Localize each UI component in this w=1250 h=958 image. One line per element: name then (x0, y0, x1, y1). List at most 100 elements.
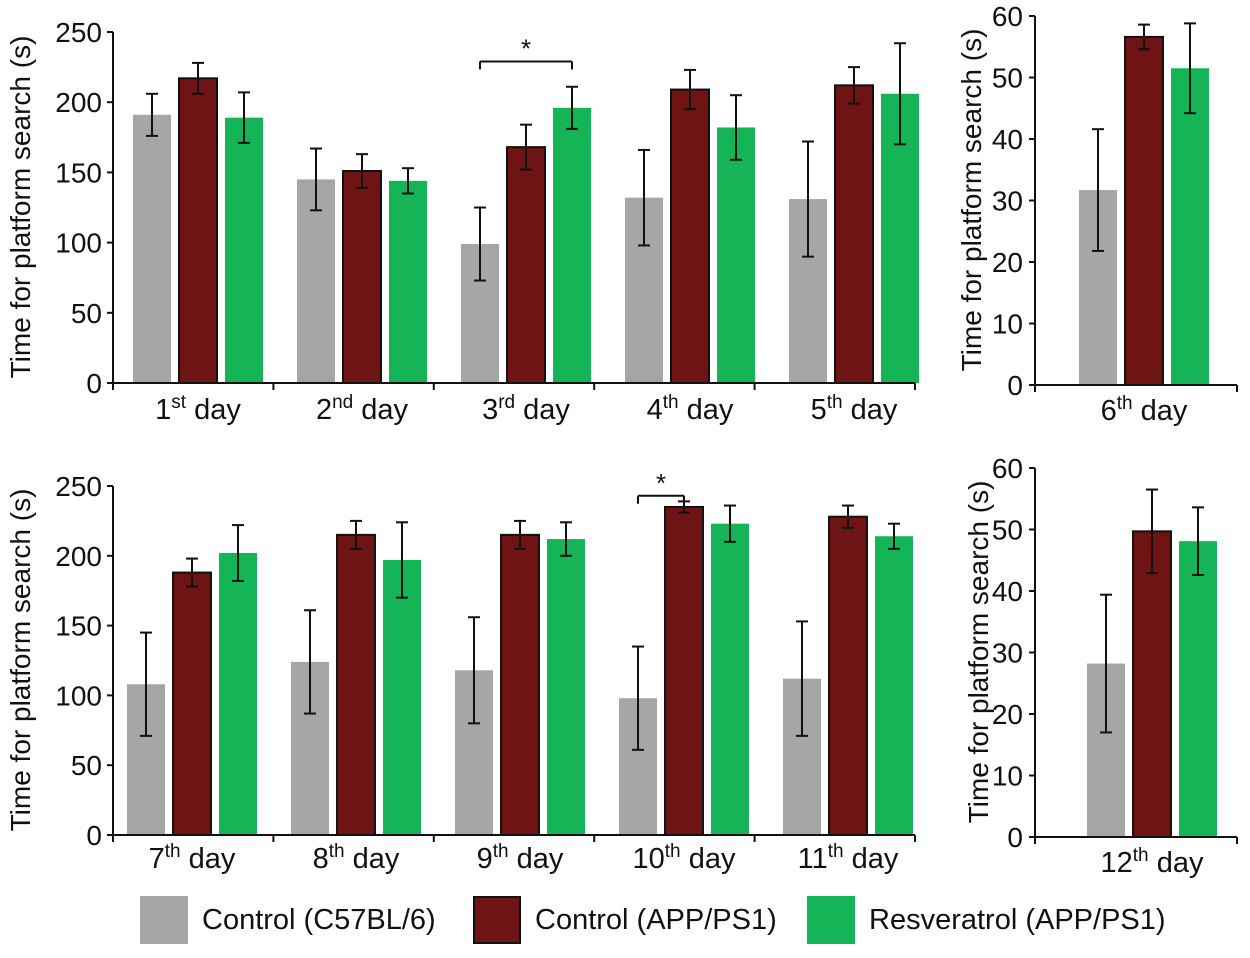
error-bar-c57-1-3 (474, 206, 486, 282)
bar-app-3-4 (664, 505, 704, 836)
y-tick-label-1-2: 100 (55, 228, 102, 259)
error-bar-app-1-5 (848, 66, 860, 105)
error-bar-c57-1-5 (802, 140, 814, 258)
y-tick-label-4-0: 0 (1007, 822, 1023, 853)
error-bar-app-3-1 (186, 557, 198, 588)
bar-res-3-4 (711, 523, 749, 835)
bar-app-1-5 (834, 84, 874, 385)
bar-app-1-4 (670, 88, 710, 385)
significance-star-3-0: * (656, 468, 666, 498)
x-tick-label-1-1: 1st day (155, 392, 241, 426)
x-tick-label-1-5: 5th day (811, 392, 898, 426)
x-tick-label-3-5: 11th day (798, 841, 899, 875)
error-bar-c57-2-1 (1092, 128, 1104, 252)
legend-item-resveratrol-app-ps1: Resveratrol (APP/PS1) (807, 896, 1166, 944)
y-axis-label-4: Time for platform search (s) (963, 481, 994, 824)
y-tick-label-1-3: 150 (55, 157, 102, 188)
error-bar-res-3-5 (888, 522, 900, 550)
y-tick-label-4-2: 20 (992, 699, 1023, 730)
y-axis-label-2: Time for platform search (s) (956, 29, 987, 372)
error-bar-res-1-3 (566, 85, 578, 130)
y-tick-label-3-3: 150 (55, 611, 102, 642)
x-tick-label-1-3: 3rd day (482, 392, 570, 426)
bar-app-3-1 (172, 571, 212, 836)
bar-app-2-1 (1124, 35, 1164, 386)
error-bar-res-3-3 (560, 521, 572, 557)
bar-c57-1-1 (133, 114, 171, 383)
bar-res-1-2 (389, 180, 427, 383)
bar-res-1-4 (717, 127, 755, 383)
bar-c57-1-2 (297, 179, 335, 383)
error-bar-app-3-5 (842, 504, 854, 529)
error-bar-res-1-1 (238, 91, 250, 144)
bar-res-1-3 (553, 107, 591, 383)
error-bar-app-1-3 (520, 123, 532, 171)
error-bar-app-2-1 (1138, 23, 1150, 51)
y-tick-label-3-5: 250 (55, 471, 102, 502)
error-bar-app-1-1 (192, 61, 204, 95)
significance-star-1-0: * (521, 33, 531, 63)
x-tick-label-3-1: 7th day (149, 841, 236, 875)
bar-res-3-2 (383, 559, 421, 835)
legend-label-control-app-ps1: Control (APP/PS1) (535, 903, 777, 936)
legend-swatch-resveratrol-app-ps1 (807, 896, 855, 944)
x-tick-label-3-4: 10th day (633, 841, 736, 875)
error-bar-res-1-2 (402, 167, 414, 195)
x-tick-label-3-3: 9th day (477, 841, 564, 875)
y-tick-label-1-1: 50 (71, 298, 102, 329)
legend-label-resveratrol-app-ps1: Resveratrol (APP/PS1) (869, 903, 1166, 936)
y-tick-label-2-0: 0 (1007, 370, 1023, 401)
y-tick-label-4-5: 50 (992, 515, 1023, 546)
bar-app-4-1 (1132, 530, 1172, 838)
bar-app-3-5 (828, 515, 868, 836)
legend-swatch-control-c57bl6 (140, 896, 188, 944)
y-tick-label-3-4: 200 (55, 541, 102, 572)
significance-bracket-1-0 (479, 60, 573, 70)
y-axis-label-3: Time for platform search (s) (5, 489, 36, 832)
bar-res-4-1 (1179, 541, 1217, 837)
y-tick-label-4-4: 40 (992, 576, 1023, 607)
y-tick-label-4-1: 10 (992, 761, 1023, 792)
error-bar-c57-3-1 (140, 631, 152, 737)
error-bar-app-3-3 (514, 519, 526, 550)
bar-res-3-5 (875, 536, 913, 835)
significance-bracket-3-0 (637, 494, 685, 504)
y-tick-label-3-1: 50 (71, 750, 102, 781)
bar-res-3-1 (219, 553, 257, 835)
y-tick-label-2-4: 40 (992, 124, 1023, 155)
bar-app-1-1 (178, 77, 218, 384)
y-tick-label-2-3: 30 (992, 186, 1023, 217)
panel-1: 1st day 2nd day 3rd day 4th day 5th day 0 50 10… (5, 17, 919, 426)
x-tick-label-2-1: 6th day (1101, 393, 1188, 427)
y-axis-label-1: Time for platform search (s) (5, 36, 36, 379)
error-bar-c57-3-3 (468, 616, 480, 725)
error-bar-res-3-4 (724, 504, 736, 543)
legend-item-control-c57bl6: Control (C57BL/6) (140, 896, 436, 944)
y-tick-label-1-4: 200 (55, 87, 102, 118)
x-tick-label-1-4: 4th day (647, 392, 734, 426)
error-bar-c57-3-2 (304, 609, 316, 715)
legend-item-control-app-ps1: Control (APP/PS1) (473, 896, 777, 944)
error-bar-app-1-4 (684, 68, 696, 111)
y-tick-label-2-2: 20 (992, 247, 1023, 278)
x-tick-label-4-1: 12th day (1101, 845, 1204, 879)
panel-3: 7th day 8th day 9th day 10th day 11th day 0 50… (5, 468, 916, 875)
y-tick-label-1-0: 0 (86, 368, 102, 399)
bar-app-1-3 (506, 146, 546, 384)
y-tick-label-2-6: 60 (992, 1, 1023, 32)
error-bar-app-1-2 (356, 153, 368, 189)
x-tick-label-3-2: 8th day (313, 841, 400, 875)
error-bar-res-4-1 (1192, 506, 1204, 577)
error-bar-c57-1-2 (310, 147, 322, 212)
error-bar-res-3-2 (396, 521, 408, 599)
x-tick-label-1-2: 2nd day (316, 392, 409, 426)
bar-app-1-2 (342, 169, 382, 384)
error-bar-c57-3-5 (796, 620, 808, 737)
error-bar-c57-1-4 (638, 148, 650, 247)
error-bar-c57-4-1 (1100, 593, 1112, 734)
bar-app-3-3 (500, 533, 540, 836)
error-bar-c57-1-1 (146, 92, 158, 137)
